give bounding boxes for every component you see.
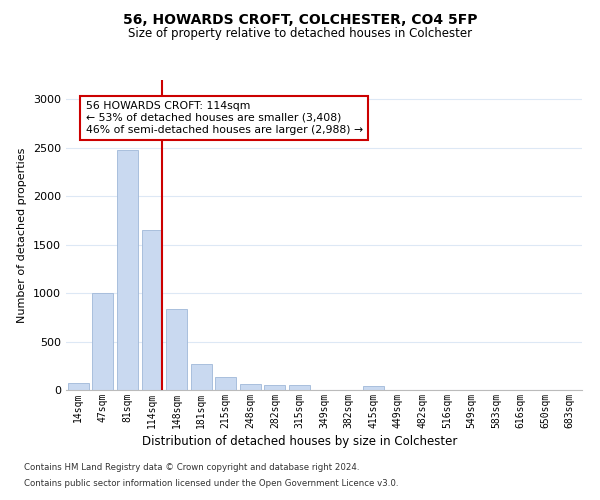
Bar	[166, 308, 187, 390]
Text: 56 HOWARDS CROFT: 114sqm
← 53% of detached houses are smaller (3,408)
46% of sem: 56 HOWARDS CROFT: 114sqm ← 53% of detach…	[86, 102, 363, 134]
Bar	[117, 150, 138, 390]
Text: Distribution of detached houses by size in Colchester: Distribution of detached houses by size …	[142, 435, 458, 448]
Bar	[362, 386, 383, 390]
Text: Contains HM Land Registry data © Crown copyright and database right 2024.: Contains HM Land Registry data © Crown c…	[24, 464, 359, 472]
Bar	[240, 384, 261, 390]
Text: Size of property relative to detached houses in Colchester: Size of property relative to detached ho…	[128, 28, 472, 40]
Bar	[68, 382, 89, 390]
Bar	[289, 385, 310, 390]
Y-axis label: Number of detached properties: Number of detached properties	[17, 148, 28, 322]
Text: Contains public sector information licensed under the Open Government Licence v3: Contains public sector information licen…	[24, 478, 398, 488]
Text: 56, HOWARDS CROFT, COLCHESTER, CO4 5FP: 56, HOWARDS CROFT, COLCHESTER, CO4 5FP	[123, 12, 477, 26]
Bar	[92, 293, 113, 390]
Bar	[142, 230, 163, 390]
Bar	[265, 384, 286, 390]
Bar	[215, 378, 236, 390]
Bar	[191, 364, 212, 390]
